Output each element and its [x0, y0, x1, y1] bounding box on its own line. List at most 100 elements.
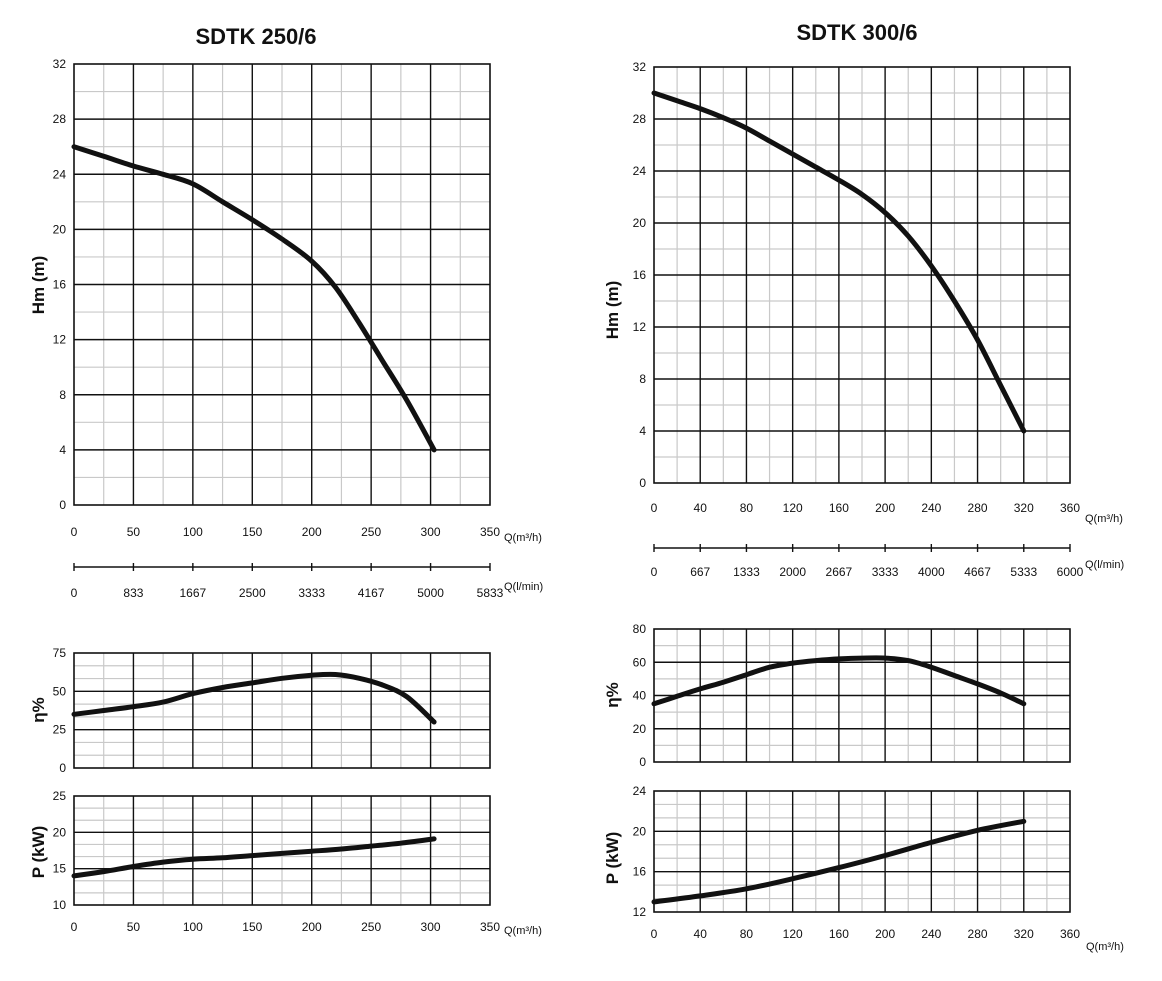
x-tick-label: 120	[783, 501, 803, 515]
y-tick-label: 50	[53, 684, 67, 698]
x-tick-label: 250	[361, 525, 381, 539]
secondary-tick-label: 4000	[918, 565, 945, 579]
plot-frame	[653, 628, 1071, 763]
secondary-tick-label: 0	[71, 586, 78, 600]
x-tick-label: 80	[740, 927, 754, 941]
x-tick-label: 200	[302, 525, 322, 539]
y-tick-label: 25	[53, 789, 67, 803]
y-tick-label: 4	[59, 443, 66, 457]
y-axis-label: Hm (m)	[29, 256, 48, 315]
x-tick-label: 200	[875, 927, 895, 941]
secondary-tick-label: 4667	[964, 565, 991, 579]
secondary-tick-label: 6000	[1057, 565, 1084, 579]
efficiency-axis-label: η%	[29, 697, 48, 723]
head-grid	[653, 66, 1071, 484]
secondary-ticks: 0 833 1667 2500 3333 4167 5000 5833	[71, 563, 504, 600]
x-tick-label: 360	[1060, 927, 1080, 941]
x-tick-label: 240	[921, 927, 941, 941]
x-tick-label: 160	[829, 501, 849, 515]
x-tick-label: 150	[242, 525, 262, 539]
x-tick-label: 350	[480, 525, 500, 539]
y-tick-label: 25	[53, 723, 67, 737]
x-tick-label: 50	[127, 920, 141, 934]
y-tick-label: 40	[633, 689, 647, 703]
power-grid	[73, 795, 491, 906]
y-tick-label: 16	[53, 278, 67, 292]
efficiency-ticks: 0 20 40 60 80	[633, 622, 647, 769]
y-tick-label: 75	[53, 646, 67, 660]
chart-title: SDTK 300/6	[796, 20, 917, 45]
secondary-axis-label: Q(l/min)	[504, 581, 543, 593]
power-axis-label: P (kW)	[603, 832, 622, 885]
y-axis-label: Hm (m)	[603, 281, 622, 340]
secondary-axis-label: Q(l/min)	[1085, 559, 1124, 571]
secondary-tick-label: 5000	[417, 586, 444, 600]
y-tick-label: 8	[639, 372, 646, 386]
head-panel: 0 4 8 12 16 20 24 28 32 0 50 100 150 200 250 300 350 Q(m…	[29, 57, 542, 544]
y-tick-label: 20	[53, 222, 67, 236]
secondary-tick-label: 2500	[239, 586, 266, 600]
x-tick-label: 320	[1014, 501, 1034, 515]
head-curve	[651, 90, 1027, 434]
x-tick-label: 100	[183, 525, 203, 539]
x-tick-label: 280	[968, 927, 988, 941]
secondary-tick-label: 2000	[779, 565, 806, 579]
x-tick-label: 0	[651, 501, 658, 515]
y-tick-label: 20	[633, 722, 647, 736]
secondary-ticks: 0 667 1333 2000 2667 3333 4000 4667 5333 6000	[651, 544, 1084, 579]
plot-frame	[653, 790, 1071, 913]
y-tick-label: 24	[53, 167, 67, 181]
plot-frame	[653, 66, 1071, 484]
plot-frame	[73, 652, 491, 769]
y-tick-label: 32	[53, 57, 67, 71]
y-tick-label: 20	[633, 824, 647, 838]
plot-frame	[73, 795, 491, 906]
x-tick-label: 320	[1014, 927, 1034, 941]
y-tick-label: 32	[633, 60, 647, 74]
y-tick-label: 12	[633, 320, 647, 334]
y-tick-label: 24	[633, 784, 647, 798]
efficiency-ticks: 0 25 50 75	[53, 646, 67, 775]
power-axis-label: P (kW)	[29, 826, 48, 879]
y-tick-label: 0	[639, 476, 646, 490]
x-tick-label: 360	[1060, 501, 1080, 515]
head-ticks: 0 4 8 12 16 20 24 28 32 0 50 100 150 200 250 300 350	[53, 57, 501, 539]
x-tick-label: 250	[361, 920, 381, 934]
y-tick-label: 28	[53, 112, 67, 126]
power-curve	[71, 836, 437, 879]
x-tick-label: 350	[480, 920, 500, 934]
y-tick-label: 60	[633, 655, 647, 669]
x-tick-label: 280	[968, 501, 988, 515]
secondary-tick-label: 1333	[733, 565, 760, 579]
x-tick-label: 40	[694, 927, 708, 941]
secondary-tick-label: 833	[123, 586, 143, 600]
x-tick-label: 0	[71, 525, 78, 539]
y-tick-label: 10	[53, 898, 67, 912]
x-tick-label: 150	[242, 920, 262, 934]
x-tick-label: 200	[875, 501, 895, 515]
y-tick-label: 20	[633, 216, 647, 230]
x-tick-label: 300	[421, 920, 441, 934]
secondary-tick-label: 4167	[358, 586, 385, 600]
y-tick-label: 4	[639, 424, 646, 438]
efficiency-panel: 0 20 40 60 80 η%	[603, 622, 1071, 769]
head-curve	[71, 144, 437, 453]
y-tick-label: 24	[633, 164, 647, 178]
secondary-axis: 0 833 1667 2500 3333 4167 5000 5833 Q(l/min)	[71, 563, 543, 600]
x-tick-label: 0	[651, 927, 658, 941]
x-tick-label: 200	[302, 920, 322, 934]
y-tick-label: 80	[633, 622, 647, 636]
y-tick-label: 16	[633, 268, 647, 282]
efficiency-curve	[651, 655, 1027, 707]
plot-frame	[73, 63, 491, 506]
y-tick-label: 16	[633, 865, 647, 879]
y-tick-label: 0	[59, 498, 66, 512]
